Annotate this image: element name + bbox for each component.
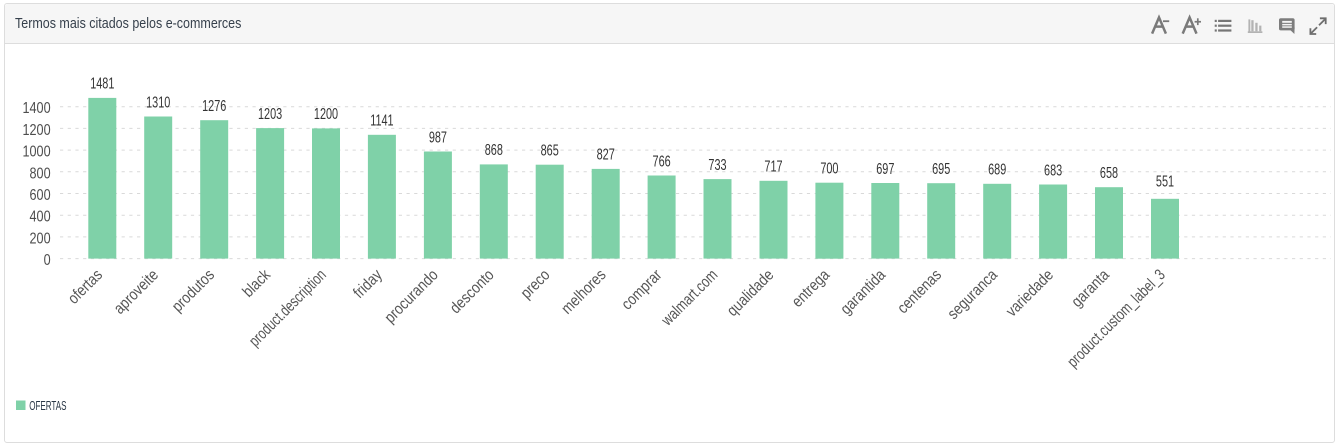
svg-text:827: 827 xyxy=(597,146,615,164)
svg-text:product.custom_label_3: product.custom_label_3 xyxy=(1064,266,1169,371)
svg-text:OFERTAS: OFERTAS xyxy=(29,399,66,413)
svg-text:centenas: centenas xyxy=(894,267,945,318)
svg-text:695: 695 xyxy=(932,160,950,178)
svg-text:produtos: produtos xyxy=(169,267,218,316)
svg-text:garantida: garantida xyxy=(838,266,890,318)
svg-text:1200: 1200 xyxy=(314,105,339,123)
svg-text:1310: 1310 xyxy=(146,93,171,111)
svg-text:600: 600 xyxy=(30,187,51,205)
svg-text:preco: preco xyxy=(518,267,554,303)
svg-text:200: 200 xyxy=(30,230,51,248)
svg-text:1141: 1141 xyxy=(370,112,393,130)
svg-text:0: 0 xyxy=(44,252,51,270)
svg-text:658: 658 xyxy=(1100,164,1118,182)
svg-text:551: 551 xyxy=(1156,172,1174,190)
svg-text:700: 700 xyxy=(820,159,838,177)
svg-text:800: 800 xyxy=(30,165,51,183)
svg-text:variedade: variedade xyxy=(1003,267,1057,321)
svg-text:entrega: entrega xyxy=(789,266,834,311)
svg-text:melhores: melhores xyxy=(558,267,609,318)
svg-text:aproveite: aproveite xyxy=(111,267,162,318)
svg-text:1400: 1400 xyxy=(22,100,50,118)
svg-text:black: black xyxy=(240,266,275,301)
svg-text:desconto: desconto xyxy=(447,267,498,318)
svg-text:1200: 1200 xyxy=(22,122,50,140)
svg-text:717: 717 xyxy=(764,158,782,176)
svg-text:1203: 1203 xyxy=(258,105,282,123)
svg-text:comprar: comprar xyxy=(619,267,666,314)
svg-text:garanta: garanta xyxy=(1069,266,1114,311)
svg-text:683: 683 xyxy=(1044,161,1062,179)
svg-text:697: 697 xyxy=(876,160,894,178)
svg-text:868: 868 xyxy=(485,141,503,159)
svg-text:733: 733 xyxy=(708,156,726,174)
svg-text:qualidade: qualidade xyxy=(724,267,777,320)
svg-text:1000: 1000 xyxy=(22,143,50,161)
svg-text:865: 865 xyxy=(541,141,559,159)
svg-text:friday: friday xyxy=(350,266,386,302)
svg-text:seguranca: seguranca xyxy=(945,266,1002,323)
svg-text:1276: 1276 xyxy=(202,97,226,115)
svg-text:689: 689 xyxy=(988,161,1006,179)
svg-text:procurando: procurando xyxy=(382,267,442,327)
svg-text:ofertas: ofertas xyxy=(65,267,106,308)
svg-text:766: 766 xyxy=(653,152,671,170)
svg-text:400: 400 xyxy=(30,208,51,226)
svg-text:1481: 1481 xyxy=(90,75,114,93)
svg-text:987: 987 xyxy=(429,128,447,146)
svg-text:walmart.com: walmart.com xyxy=(658,266,722,330)
